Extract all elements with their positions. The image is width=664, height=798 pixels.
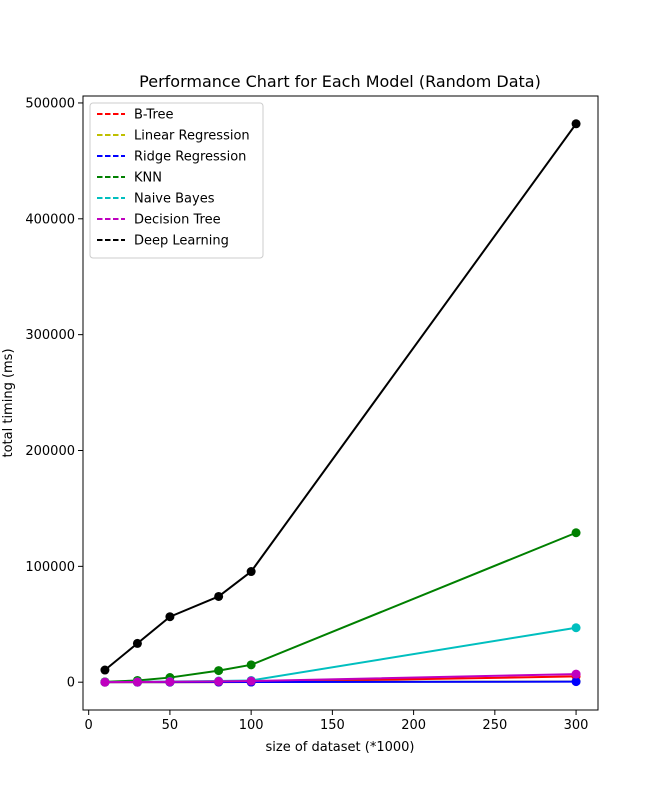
- y-tick-label: 300000: [25, 328, 75, 343]
- legend-item: Ridge Regression: [97, 150, 246, 165]
- data-point: [571, 669, 581, 679]
- x-tick-label: 100: [239, 718, 264, 733]
- legend-item: Linear Regression: [97, 129, 250, 144]
- series-line: [104, 531, 577, 683]
- legend-label: Ridge Regression: [134, 150, 246, 165]
- x-axis: 0 50 100 150 200 250 300: [85, 710, 589, 733]
- data-point: [571, 528, 581, 538]
- y-axis-label: total timing (ms): [1, 348, 16, 457]
- series-line: [104, 123, 577, 671]
- legend-item: KNN: [97, 171, 162, 186]
- data-point: [100, 665, 110, 675]
- y-tick-label: 200000: [25, 444, 75, 459]
- data-point: [571, 677, 581, 687]
- legend: B-Tree Linear Regression Ridge Regression K…: [89, 102, 264, 259]
- legend-label: Decision Tree: [134, 213, 221, 228]
- legend-label: Deep Learning: [134, 234, 229, 249]
- chart-title: Performance Chart for Each Model (Random…: [139, 72, 541, 91]
- data-point: [132, 677, 142, 687]
- axes-frame: [82, 95, 599, 711]
- data-point: [214, 666, 224, 676]
- data-point: [246, 660, 256, 670]
- y-axis: 0 100000 200000 300000 400000 500000: [25, 96, 83, 691]
- x-tick-label: 300: [564, 718, 589, 733]
- data-point: [165, 612, 175, 622]
- series-line: [104, 673, 577, 684]
- y-tick-label: 400000: [25, 212, 75, 227]
- data-point: [214, 676, 224, 686]
- x-axis-label: size of dataset (*1000): [265, 740, 414, 755]
- x-tick-label: 150: [320, 718, 345, 733]
- data-point: [132, 638, 142, 648]
- y-tick-label: 0: [67, 676, 75, 691]
- data-point: [571, 119, 581, 129]
- data-point: [165, 677, 175, 687]
- x-tick-label: 200: [401, 718, 426, 733]
- legend-label: B-Tree: [134, 108, 174, 123]
- legend-box: [89, 102, 264, 259]
- legend-item: Deep Learning: [97, 234, 229, 249]
- x-tick-label: 250: [482, 718, 507, 733]
- legend-label: Linear Regression: [134, 129, 250, 144]
- y-tick-label: 100000: [25, 560, 75, 575]
- data-point: [214, 591, 224, 601]
- legend-item: Naive Bayes: [97, 192, 215, 207]
- legend-label: Naive Bayes: [134, 192, 215, 207]
- data-point: [571, 623, 581, 633]
- y-tick-label: 500000: [25, 96, 75, 111]
- data-point: [246, 567, 256, 577]
- x-tick-label: 0: [85, 718, 93, 733]
- series-knn: [100, 528, 581, 687]
- legend-item: B-Tree: [97, 108, 174, 123]
- series-deep-learning: [100, 119, 581, 675]
- legend-item: Decision Tree: [97, 213, 221, 228]
- legend-label: KNN: [134, 171, 162, 186]
- data-point: [100, 677, 110, 687]
- series-line: [104, 626, 577, 684]
- series-decision-tree: [100, 669, 581, 687]
- data-point: [246, 676, 256, 686]
- plot-area: [100, 119, 581, 687]
- x-tick-label: 50: [162, 718, 179, 733]
